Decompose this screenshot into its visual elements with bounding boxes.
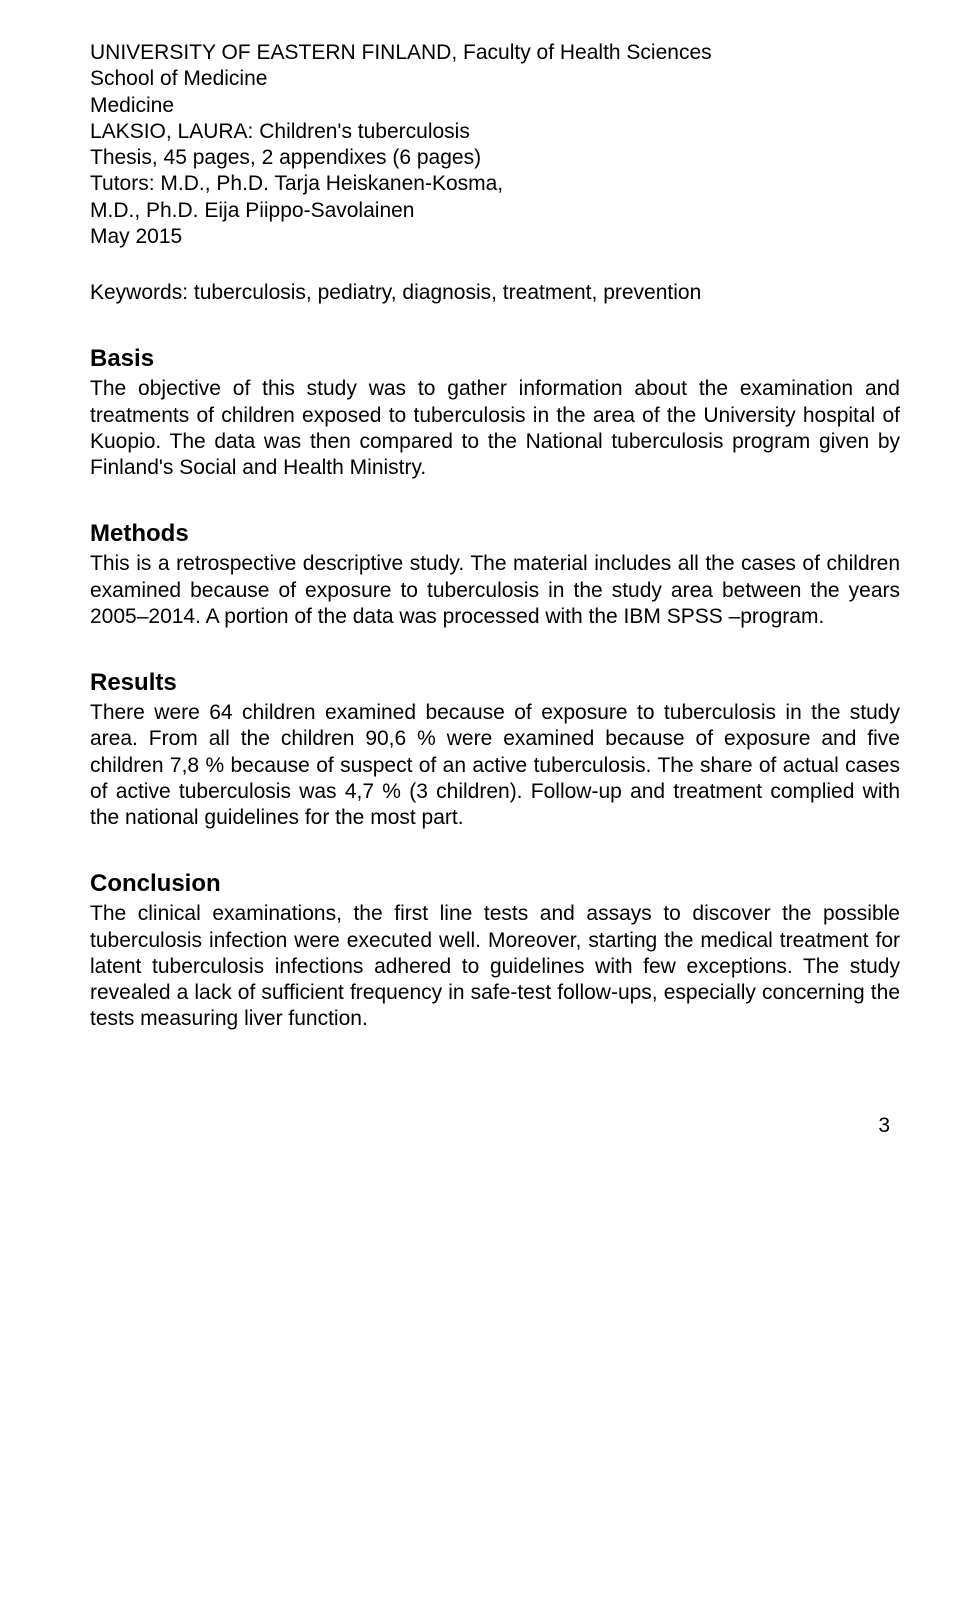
tutors-line-1: Tutors: M.D., Ph.D. Tarja Heiskanen-Kosm… bbox=[90, 171, 900, 197]
section-methods: Methods This is a retrospective descript… bbox=[90, 519, 900, 630]
section-results: Results There were 64 children examined … bbox=[90, 668, 900, 831]
date-line: May 2015 bbox=[90, 224, 900, 250]
author-title-line: LAKSIO, LAURA: Children's tuberculosis bbox=[90, 119, 900, 145]
results-heading: Results bbox=[90, 668, 900, 698]
page-container: UNIVERSITY OF EASTERN FINLAND, Faculty o… bbox=[0, 0, 960, 1179]
school-line: School of Medicine bbox=[90, 66, 900, 92]
section-basis: Basis The objective of this study was to… bbox=[90, 344, 900, 481]
basis-heading: Basis bbox=[90, 344, 900, 374]
medicine-line: Medicine bbox=[90, 93, 900, 119]
results-text: There were 64 children examined because … bbox=[90, 700, 900, 831]
basis-text: The objective of this study was to gathe… bbox=[90, 376, 900, 481]
university-line: UNIVERSITY OF EASTERN FINLAND, Faculty o… bbox=[90, 40, 900, 66]
methods-heading: Methods bbox=[90, 519, 900, 549]
keywords-line: Keywords: tuberculosis, pediatry, diagno… bbox=[90, 280, 900, 306]
conclusion-heading: Conclusion bbox=[90, 869, 900, 899]
conclusion-text: The clinical examinations, the first lin… bbox=[90, 901, 900, 1032]
header-block: UNIVERSITY OF EASTERN FINLAND, Faculty o… bbox=[90, 40, 900, 250]
page-number: 3 bbox=[90, 1113, 900, 1139]
thesis-pages-line: Thesis, 45 pages, 2 appendixes (6 pages) bbox=[90, 145, 900, 171]
tutors-line-2: M.D., Ph.D. Eija Piippo-Savolainen bbox=[90, 198, 900, 224]
methods-text: This is a retrospective descriptive stud… bbox=[90, 551, 900, 630]
section-conclusion: Conclusion The clinical examinations, th… bbox=[90, 869, 900, 1032]
